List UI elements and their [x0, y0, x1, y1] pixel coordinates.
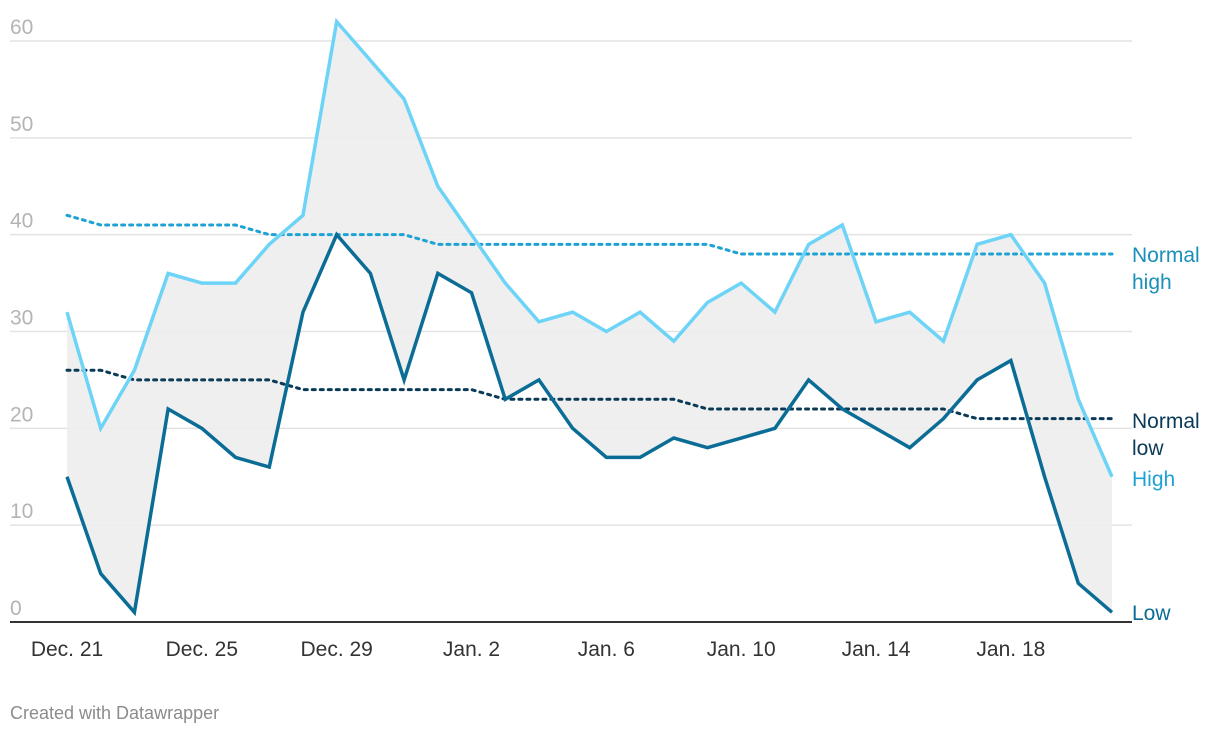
label-normal-low-1: Normal — [1132, 410, 1200, 433]
label-normal-high-1: Normal — [1132, 244, 1200, 267]
x-tick-label: Dec. 29 — [300, 638, 372, 661]
x-tick-label: Jan. 18 — [976, 638, 1045, 661]
y-axis-labels: 0 10 20 30 40 50 60 — [10, 16, 33, 620]
x-tick-label: Dec. 25 — [166, 638, 238, 661]
credit-text: Created with Datawrapper — [10, 703, 220, 723]
low-line — [65, 231, 1114, 617]
y-tick-label: 0 — [10, 597, 22, 620]
x-tick-label: Jan. 14 — [842, 638, 911, 661]
label-normal-high-2: high — [1132, 271, 1172, 294]
y-tick-label: 60 — [10, 16, 33, 39]
y-tick-label: 20 — [10, 403, 33, 426]
x-tick-label: Jan. 10 — [707, 638, 776, 661]
label-low: Low — [1132, 602, 1171, 625]
label-normal-low-2: low — [1132, 437, 1164, 460]
normal-high-line — [65, 213, 1114, 256]
label-high: High — [1132, 468, 1175, 491]
y-tick-label: 50 — [10, 113, 33, 136]
x-tick-label: Jan. 2 — [443, 638, 500, 661]
high-low-band — [67, 21, 1112, 613]
y-tick-label: 40 — [10, 210, 33, 233]
x-tick-label: Jan. 6 — [578, 638, 635, 661]
high-line — [65, 17, 1114, 478]
y-tick-label: 30 — [10, 307, 33, 330]
x-tick-label: Dec. 21 — [31, 638, 103, 661]
y-tick-label: 10 — [10, 500, 33, 523]
normal-low-line — [65, 368, 1114, 421]
x-axis-labels: Dec. 21 Dec. 25 Dec. 29 Jan. 2 Jan. 6 Jan. 10… — [31, 638, 1046, 661]
